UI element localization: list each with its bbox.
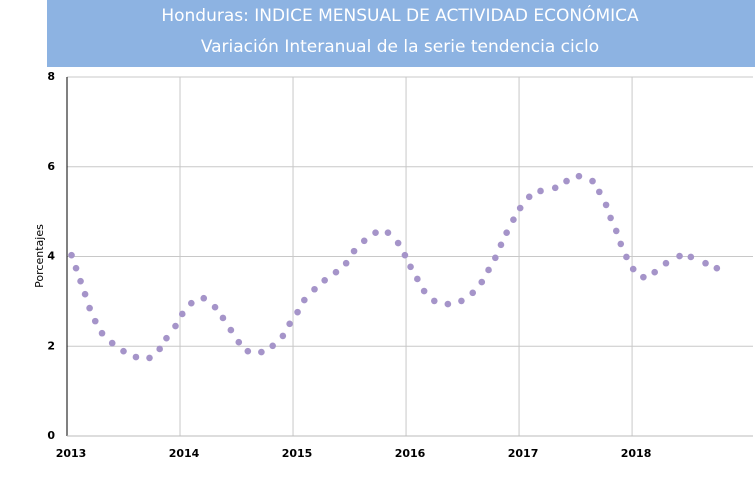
data-point bbox=[72, 264, 80, 272]
data-point bbox=[458, 297, 465, 305]
chart-subtitle: Variación Interanual de la serie tendenc… bbox=[201, 37, 599, 57]
data-point bbox=[342, 259, 350, 267]
y-tick-label: 8 bbox=[47, 70, 55, 83]
data-point bbox=[676, 252, 683, 260]
data-point bbox=[430, 297, 438, 305]
data-point bbox=[503, 229, 510, 237]
data-point bbox=[401, 251, 409, 259]
data-point bbox=[469, 289, 477, 297]
data-point bbox=[537, 187, 544, 195]
data-point bbox=[120, 347, 127, 355]
data-point bbox=[244, 347, 252, 355]
data-point bbox=[372, 229, 379, 237]
data-point bbox=[575, 172, 583, 180]
data-point bbox=[640, 273, 647, 281]
data-point bbox=[384, 229, 392, 237]
data-point bbox=[602, 201, 610, 209]
data-point bbox=[563, 177, 570, 185]
data-point bbox=[68, 251, 75, 259]
data-point bbox=[81, 290, 89, 298]
data-point bbox=[510, 216, 517, 224]
data-point bbox=[98, 329, 106, 337]
data-point bbox=[200, 294, 208, 302]
x-tick-label: 2014 bbox=[169, 447, 200, 460]
data-point bbox=[350, 247, 358, 255]
data-point bbox=[407, 263, 414, 271]
data-point bbox=[713, 264, 721, 272]
data-point bbox=[702, 259, 709, 267]
data-point bbox=[623, 253, 630, 261]
data-point bbox=[332, 268, 340, 276]
x-tick-label: 2015 bbox=[282, 447, 313, 460]
data-point bbox=[286, 320, 293, 328]
y-tick-label: 0 bbox=[47, 429, 55, 442]
data-point bbox=[629, 265, 637, 273]
data-point bbox=[617, 240, 625, 248]
y-tick-label: 6 bbox=[47, 160, 55, 173]
data-point bbox=[279, 332, 287, 340]
data-point bbox=[178, 310, 186, 318]
data-point bbox=[86, 304, 93, 312]
data-point bbox=[219, 314, 227, 322]
data-point bbox=[301, 296, 308, 304]
data-point bbox=[156, 345, 163, 353]
data-point bbox=[146, 354, 153, 362]
data-point bbox=[525, 193, 533, 201]
data-point bbox=[172, 322, 179, 330]
title-band bbox=[47, 0, 755, 67]
x-tick-label: 2016 bbox=[395, 447, 426, 460]
data-point bbox=[91, 317, 99, 325]
data-point bbox=[478, 278, 486, 286]
data-point bbox=[269, 342, 276, 350]
data-point bbox=[188, 299, 195, 307]
y-axis-label: Porcentajes bbox=[33, 224, 46, 288]
y-tick-label: 4 bbox=[47, 250, 55, 263]
data-point bbox=[311, 285, 318, 293]
data-point bbox=[662, 259, 670, 267]
data-point bbox=[163, 334, 170, 342]
data-point bbox=[595, 188, 603, 196]
data-point bbox=[420, 287, 428, 295]
data-point bbox=[394, 239, 402, 247]
data-point bbox=[227, 326, 235, 334]
data-point bbox=[651, 268, 658, 276]
data-point bbox=[414, 275, 421, 283]
data-point bbox=[211, 303, 219, 311]
data-point bbox=[687, 253, 695, 261]
data-point bbox=[294, 308, 301, 316]
data-point bbox=[551, 184, 559, 192]
data-point bbox=[485, 266, 492, 274]
data-point bbox=[235, 338, 243, 346]
data-point bbox=[108, 339, 116, 347]
data-point bbox=[607, 214, 614, 222]
data-point bbox=[132, 353, 140, 361]
y-tick-label: 2 bbox=[47, 339, 55, 352]
data-point bbox=[77, 277, 84, 285]
data-point bbox=[492, 254, 499, 262]
data-point bbox=[321, 276, 328, 284]
data-point bbox=[497, 241, 505, 249]
data-point bbox=[589, 177, 596, 185]
chart-title: Honduras: INDICE MENSUAL DE ACTIVIDAD EC… bbox=[161, 4, 639, 26]
x-tick-label: 2013 bbox=[56, 447, 87, 460]
data-point bbox=[516, 204, 524, 212]
x-tick-label: 2017 bbox=[508, 447, 539, 460]
data-point bbox=[360, 237, 368, 245]
data-point bbox=[258, 348, 265, 356]
x-tick-label: 2018 bbox=[621, 447, 652, 460]
data-point bbox=[444, 300, 452, 308]
data-point bbox=[612, 227, 620, 235]
